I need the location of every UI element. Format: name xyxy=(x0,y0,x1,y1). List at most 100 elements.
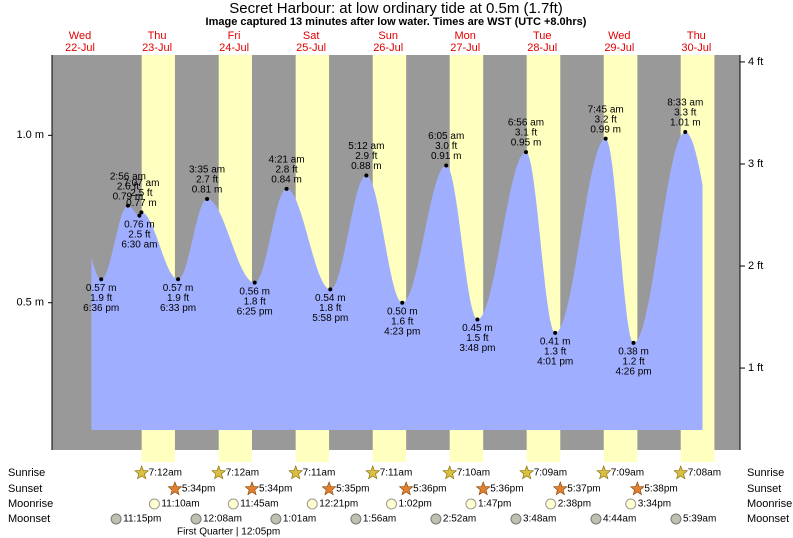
event-time: 7:09am xyxy=(534,468,567,479)
tide-area xyxy=(91,132,703,430)
extreme-ft: 2.5 ft xyxy=(130,188,152,199)
extreme-point xyxy=(553,330,558,335)
extreme-time: 2:56 am xyxy=(110,171,146,182)
moonset-icon xyxy=(510,513,522,525)
extreme-value: 0.88 m xyxy=(351,161,382,172)
extreme-value: 0.77 m xyxy=(126,198,157,209)
extreme-ft: 1.2 ft xyxy=(622,357,644,368)
event-time: 5:37pm xyxy=(567,484,600,495)
extreme-value: 0.95 m xyxy=(511,138,542,149)
day-date: 22-Jul xyxy=(65,42,95,54)
extreme-value: 0.99 m xyxy=(590,124,621,135)
day-weekday: Thu xyxy=(148,30,167,42)
extreme-ft: 3.2 ft xyxy=(595,114,617,125)
extreme-point xyxy=(99,277,104,282)
sunrise-icon xyxy=(211,465,227,480)
row-label-right: Sunrise xyxy=(747,467,784,479)
sunset-icon xyxy=(244,481,260,496)
day-weekday: Sun xyxy=(378,30,398,42)
sunset-icon xyxy=(475,481,491,496)
extreme-ft: 1.3 ft xyxy=(544,346,566,357)
extreme-value: 0.56 m xyxy=(239,286,270,297)
extreme-point xyxy=(683,129,688,134)
row-label: Sunrise xyxy=(8,467,45,479)
extreme-ft: 2.9 ft xyxy=(355,151,377,162)
extreme-time: 6:25 pm xyxy=(237,306,273,317)
event-time: 7:11am xyxy=(303,468,336,479)
extreme-point xyxy=(444,163,449,168)
extreme-value: 0.57 m xyxy=(86,283,117,294)
day-date: 28-Jul xyxy=(527,42,557,54)
moonrise-icon xyxy=(625,498,637,510)
event-time: 1:47pm xyxy=(478,499,511,510)
event-time: 5:36pm xyxy=(413,484,446,495)
event-time: 5:35pm xyxy=(336,484,369,495)
extreme-time: 4:26 pm xyxy=(615,367,651,378)
event-time: 7:08am xyxy=(688,468,721,479)
day-weekday: Thu xyxy=(687,30,706,42)
extreme-ft: 1.5 ft xyxy=(466,333,488,344)
sunset-icon xyxy=(629,481,645,496)
event-time: 5:39am xyxy=(683,514,716,525)
extreme-point xyxy=(137,213,142,218)
moonrise-icon xyxy=(227,498,239,510)
extreme-ft: 3.3 ft xyxy=(674,108,696,119)
event-time: 2:38pm xyxy=(558,499,591,510)
event-time: 5:34pm xyxy=(182,484,215,495)
extreme-point xyxy=(205,196,210,201)
sunrise-icon xyxy=(673,465,689,480)
extreme-value: 1.01 m xyxy=(670,118,701,129)
extreme-time: 8:33 am xyxy=(667,98,703,109)
extreme-value: 0.54 m xyxy=(315,293,346,304)
extreme-point xyxy=(631,340,636,345)
moonset-icon xyxy=(270,513,282,525)
extreme-point xyxy=(364,173,369,178)
day-date: 29-Jul xyxy=(604,42,634,54)
extreme-time: 5:12 am xyxy=(348,141,384,152)
event-time: 1:02pm xyxy=(398,499,431,510)
extreme-point xyxy=(400,300,405,305)
extreme-ft: 1.9 ft xyxy=(167,293,189,304)
extreme-ft: 1.8 ft xyxy=(319,303,341,314)
chart-subtitle: Image captured 13 minutes after low wate… xyxy=(206,16,587,28)
event-time: 1:01am xyxy=(283,514,316,525)
moonset-icon xyxy=(670,513,682,525)
y-tick-label: 1.0 m xyxy=(16,129,44,141)
row-label-right: Moonset xyxy=(747,513,789,525)
event-time: 11:10am xyxy=(161,499,199,510)
extreme-value: 0.41 m xyxy=(540,336,571,347)
sunset-icon xyxy=(167,481,183,496)
event-time: 11:15pm xyxy=(123,514,161,525)
event-time: 7:11am xyxy=(380,468,413,479)
event-time: 5:36pm xyxy=(490,484,523,495)
day-date: 30-Jul xyxy=(681,42,711,54)
moonset-icon xyxy=(110,513,122,525)
extreme-point xyxy=(328,287,333,292)
sunset-icon xyxy=(321,481,337,496)
extreme-value: 0.76 m xyxy=(124,219,155,230)
event-time: 11:45am xyxy=(240,499,278,510)
extreme-time: 4:23 pm xyxy=(384,326,420,337)
extreme-time: 6:33 pm xyxy=(160,303,196,314)
moonset-icon xyxy=(190,513,202,525)
extreme-value: 0.57 m xyxy=(163,283,194,294)
y2-tick-label: 1 ft xyxy=(748,362,763,374)
sunset-icon xyxy=(398,481,414,496)
extreme-ft: 2.5 ft xyxy=(128,229,150,240)
sunrise-icon xyxy=(519,465,535,480)
extreme-time: 4:01 pm xyxy=(537,356,573,367)
sunrise-icon xyxy=(442,465,458,480)
sunrise-icon xyxy=(134,465,150,480)
y2-tick-label: 2 ft xyxy=(748,260,763,272)
extreme-ft: 1.9 ft xyxy=(90,293,112,304)
extreme-time: 6:56 am xyxy=(508,118,544,129)
y2-tick-label: 4 ft xyxy=(748,56,763,68)
moonrise-icon xyxy=(148,498,160,510)
extreme-time: 4:21 am xyxy=(269,155,305,166)
moonrise-icon xyxy=(306,498,318,510)
day-date: 26-Jul xyxy=(373,42,403,54)
event-time: 7:10am xyxy=(457,468,490,479)
row-label-right: Sunset xyxy=(747,483,781,495)
extreme-value: 0.81 m xyxy=(192,185,223,196)
